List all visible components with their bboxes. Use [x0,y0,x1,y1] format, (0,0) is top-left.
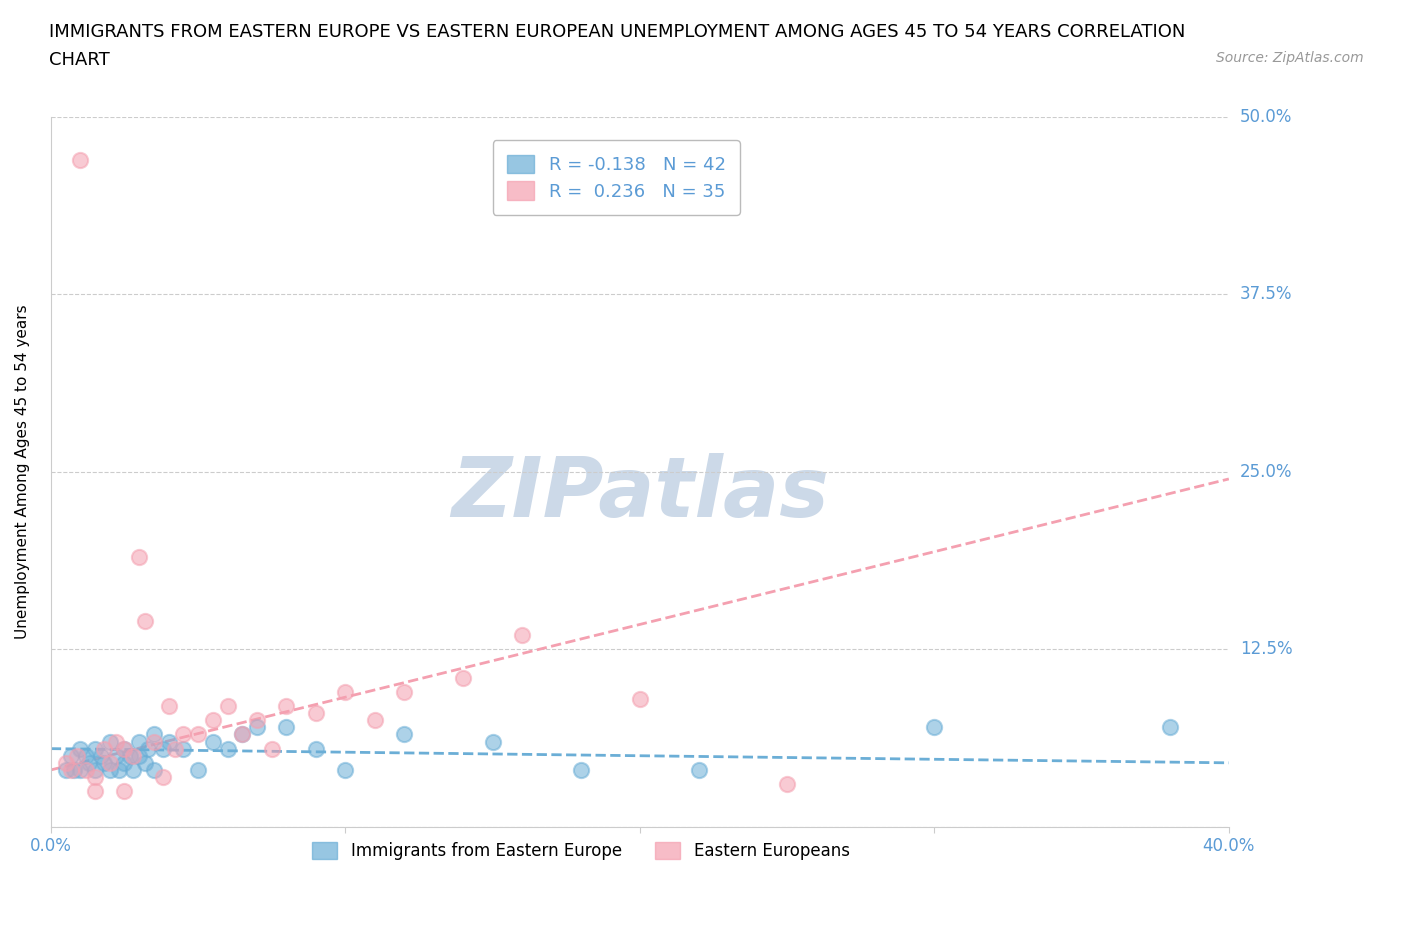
Point [335,684,357,699]
Text: 25.0%: 25.0% [1240,463,1292,481]
Y-axis label: Unemployment Among Ages 45 to 54 years: Unemployment Among Ages 45 to 54 years [15,304,30,639]
Point [120,749,142,764]
Point [276,720,298,735]
Point [90,749,112,764]
Point [142,727,165,742]
Point [569,763,592,777]
Point [172,727,194,742]
Point [246,712,269,727]
Point [55,763,77,777]
Point [142,734,165,749]
Point [217,741,239,756]
Point [134,614,156,629]
Text: 37.5%: 37.5% [1240,286,1292,303]
Point [246,720,269,735]
Point [98,755,121,770]
Point [260,741,283,756]
Point [187,763,209,777]
Point [98,763,121,777]
Point [394,684,416,699]
Point [201,734,224,749]
Point [157,734,180,749]
Point [128,749,150,764]
Point [84,770,107,785]
Point [84,763,107,777]
Point [305,741,328,756]
Point [93,741,115,756]
Point [394,727,416,742]
Text: 50.0%: 50.0% [1240,108,1292,126]
Point [510,628,533,643]
Point [152,741,174,756]
Text: 12.5%: 12.5% [1240,640,1292,658]
Point [63,763,86,777]
Point [55,755,77,770]
Text: Source: ZipAtlas.com: Source: ZipAtlas.com [1216,51,1364,65]
Point [142,763,165,777]
Point [481,734,503,749]
Point [364,712,387,727]
Text: CHART: CHART [49,51,110,69]
Point [98,734,121,749]
Point [93,755,115,770]
Point [136,741,159,756]
Point [163,741,186,756]
Point [451,671,474,685]
Text: ZIPatlas: ZIPatlas [451,453,828,534]
Point [75,749,97,764]
Point [128,734,150,749]
Point [114,755,136,770]
Point [305,706,328,721]
Point [60,749,83,764]
Legend: Immigrants from Eastern Europe, Eastern Europeans: Immigrants from Eastern Europe, Eastern … [304,833,858,868]
Point [84,741,107,756]
Point [69,153,91,167]
Point [84,784,107,799]
Point [60,763,83,777]
Point [924,720,946,735]
Point [104,749,127,764]
Point [187,727,209,742]
Point [776,777,799,791]
Point [157,698,180,713]
Text: IMMIGRANTS FROM EASTERN EUROPE VS EASTERN EUROPEAN UNEMPLOYMENT AMONG AGES 45 TO: IMMIGRANTS FROM EASTERN EUROPE VS EASTER… [49,23,1185,41]
Point [128,550,150,565]
Point [231,727,253,742]
Point [114,784,136,799]
Point [69,763,91,777]
Point [152,770,174,785]
Point [628,692,651,707]
Point [107,763,129,777]
Point [114,741,136,756]
Point [104,734,127,749]
Point [1159,720,1181,735]
Point [122,749,145,764]
Point [77,755,100,770]
Point [335,763,357,777]
Point [75,763,97,777]
Point [69,741,91,756]
Point [114,741,136,756]
Point [122,763,145,777]
Point [688,763,710,777]
Point [201,712,224,727]
Point [217,698,239,713]
Point [231,727,253,742]
Point [276,698,298,713]
Point [134,755,156,770]
Point [66,749,89,764]
Point [172,741,194,756]
